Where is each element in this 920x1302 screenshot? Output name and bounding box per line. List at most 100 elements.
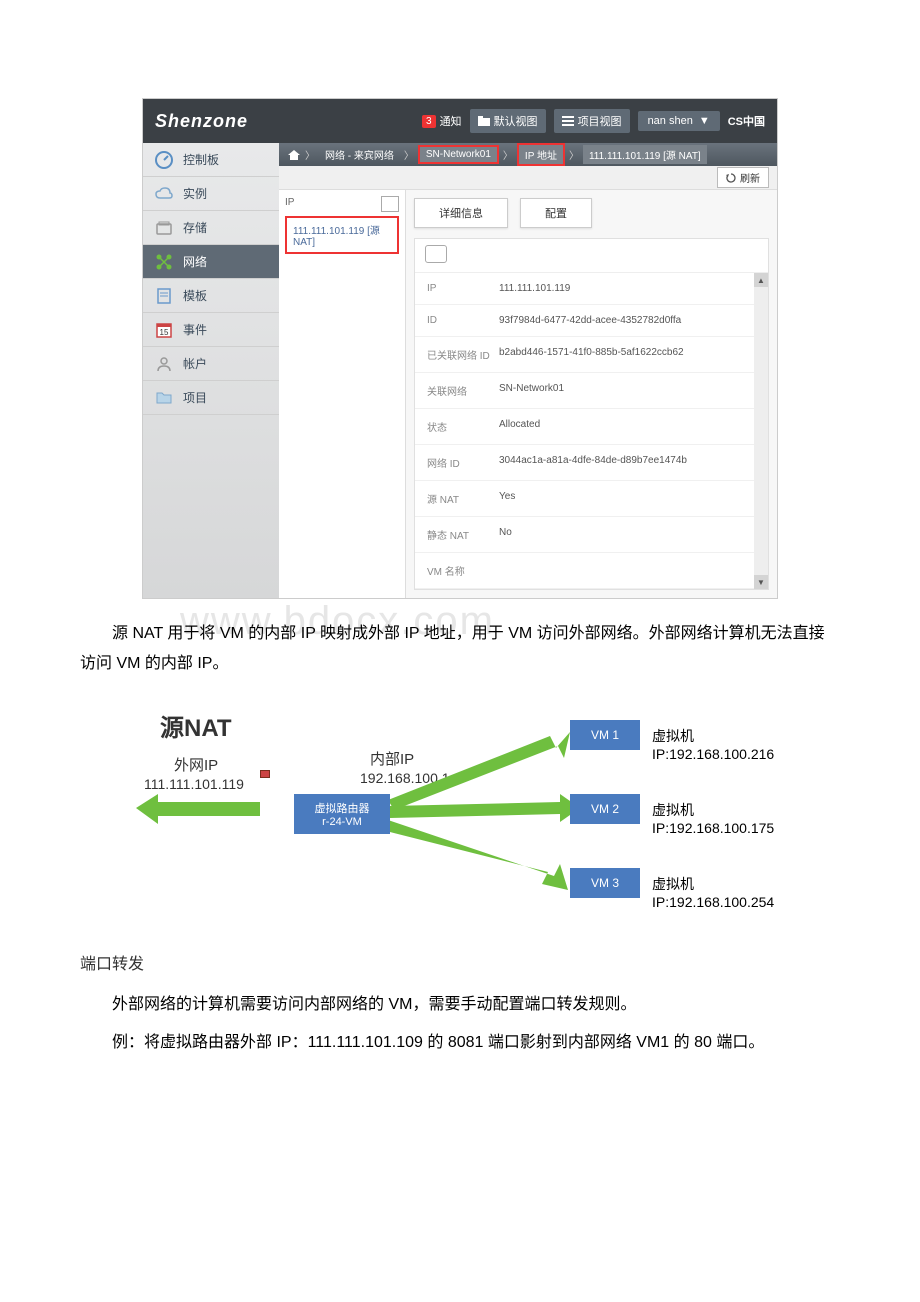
default-view-label: 默认视图 bbox=[494, 113, 538, 129]
detail-value: SN-Network01 bbox=[499, 383, 564, 398]
cloud-screenshot: Shenzone 3 通知 默认视图 项目视图 nan shen ▼ CS中国 … bbox=[142, 98, 778, 599]
sidebar-item-label: 网络 bbox=[183, 253, 207, 270]
router-label-2: r-24-VM bbox=[322, 816, 362, 828]
panel-toolbar bbox=[415, 239, 768, 273]
detail-key: 静态 NAT bbox=[427, 527, 499, 542]
detail-value: Allocated bbox=[499, 419, 540, 434]
project-view-button[interactable]: 项目视图 bbox=[554, 109, 630, 133]
crumb-sn-network[interactable]: SN-Network01 bbox=[418, 145, 499, 164]
detail-key: 已关联网络 ID bbox=[427, 347, 499, 362]
detail-value: No bbox=[499, 527, 512, 542]
detail-row: ID93f7984d-6477-42dd-acee-4352782d0ffa bbox=[415, 305, 768, 337]
firewall-icon bbox=[260, 770, 288, 816]
vm2-box: VM 2 bbox=[570, 794, 640, 824]
username: nan shen bbox=[648, 115, 693, 127]
scroll-down-icon[interactable]: ▼ bbox=[754, 575, 768, 589]
refresh-icon bbox=[726, 173, 736, 183]
sidebar: 控制板 实例 存储 网络 模板 15 事件 bbox=[143, 143, 279, 598]
sidebar-item-label: 存储 bbox=[183, 219, 207, 236]
logo: Shenzone bbox=[155, 111, 248, 132]
crumb-separator: 〉 bbox=[503, 147, 513, 162]
tabs: 详细信息 配置 bbox=[414, 198, 769, 228]
sidebar-item-accounts[interactable]: 帐户 bbox=[143, 347, 279, 381]
detail-row: 状态Allocated bbox=[415, 409, 768, 445]
detail-key: 状态 bbox=[427, 419, 499, 434]
sidebar-item-dashboard[interactable]: 控制板 bbox=[143, 143, 279, 177]
notification-label: 通知 bbox=[440, 113, 462, 129]
content-area: 〉 网络 - 来宾网络 〉 SN-Network01 〉 IP 地址 〉 111… bbox=[279, 143, 777, 598]
detail-key: VM 名称 bbox=[427, 563, 499, 578]
ip-list-item[interactable]: 111.111.101.119 [源NAT] bbox=[285, 216, 399, 254]
detail-value: 3044ac1a-a81a-4dfe-84de-d89b7ee1474b bbox=[499, 455, 687, 470]
detail-panel: IP111.111.101.119 ID93f7984d-6477-42dd-a… bbox=[414, 238, 769, 590]
crumb-separator: 〉 bbox=[305, 147, 315, 162]
tab-details[interactable]: 详细信息 bbox=[414, 198, 508, 228]
ip-column-header: IP bbox=[285, 197, 294, 208]
virtual-router: 虚拟路由器 r-24-VM bbox=[294, 794, 390, 834]
sidebar-item-network[interactable]: 网络 bbox=[143, 245, 279, 279]
grid-icon[interactable] bbox=[381, 196, 399, 212]
crumb-ip-address[interactable]: IP 地址 bbox=[517, 143, 565, 166]
detail-key: 关联网络 bbox=[427, 383, 499, 398]
detail-value: b2abd446-1571-41f0-885b-5af1622ccb62 bbox=[499, 347, 684, 362]
detail-row: 关联网络SN-Network01 bbox=[415, 373, 768, 409]
breadcrumb: 〉 网络 - 来宾网络 〉 SN-Network01 〉 IP 地址 〉 111… bbox=[279, 143, 777, 166]
vm3-label: 虚拟机 IP:192.168.100.254 bbox=[652, 874, 790, 910]
sidebar-item-label: 模板 bbox=[183, 287, 207, 304]
sidebar-item-events[interactable]: 15 事件 bbox=[143, 313, 279, 347]
template-icon bbox=[155, 287, 173, 305]
header-bar: Shenzone 3 通知 默认视图 项目视图 nan shen ▼ CS中国 bbox=[143, 99, 777, 143]
region-label: CS中国 bbox=[728, 113, 765, 129]
calendar-icon: 15 bbox=[155, 321, 173, 339]
detail-row: 已关联网络 IDb2abd446-1571-41f0-885b-5af1622c… bbox=[415, 337, 768, 373]
scroll-up-icon[interactable]: ▲ bbox=[754, 273, 768, 287]
panel-action-icon[interactable] bbox=[425, 245, 447, 263]
tab-config[interactable]: 配置 bbox=[520, 198, 592, 228]
refresh-button[interactable]: 刷新 bbox=[717, 167, 769, 188]
sidebar-item-instances[interactable]: 实例 bbox=[143, 177, 279, 211]
notification-button[interactable]: 3 通知 bbox=[422, 113, 462, 129]
sidebar-item-templates[interactable]: 模板 bbox=[143, 279, 279, 313]
detail-row: VM 名称 bbox=[415, 553, 768, 589]
sidebar-item-label: 帐户 bbox=[183, 355, 207, 372]
sidebar-item-label: 实例 bbox=[183, 185, 207, 202]
detail-row: 网络 ID3044ac1a-a81a-4dfe-84de-d89b7ee1474… bbox=[415, 445, 768, 481]
vm1-label: 虚拟机 IP:192.168.100.216 bbox=[652, 726, 790, 762]
detail-row: 源 NATYes bbox=[415, 481, 768, 517]
refresh-label: 刷新 bbox=[740, 170, 760, 185]
sidebar-item-storage[interactable]: 存储 bbox=[143, 211, 279, 245]
scrollbar[interactable]: ▲ ▼ bbox=[754, 273, 768, 589]
crumb-network[interactable]: 网络 - 来宾网络 bbox=[319, 145, 400, 164]
content-body: IP 111.111.101.119 [源NAT] 详细信息 配置 bbox=[279, 190, 777, 598]
user-icon bbox=[155, 355, 173, 373]
detail-key: ID bbox=[427, 315, 499, 326]
default-view-button[interactable]: 默认视图 bbox=[470, 109, 546, 133]
dashboard-icon bbox=[155, 151, 173, 169]
detail-key: 源 NAT bbox=[427, 491, 499, 506]
notification-badge: 3 bbox=[422, 115, 436, 128]
sidebar-item-label: 控制板 bbox=[183, 151, 219, 168]
network-icon bbox=[155, 253, 173, 271]
paragraph-portforward-1: 外部网络的计算机需要访问内部网络的 VM，需要手动配置端口转发规则。 bbox=[80, 990, 840, 1020]
crumb-ip-detail: 111.111.101.119 [源 NAT] bbox=[583, 145, 707, 164]
paragraph-portforward-2: 例：将虚拟路由器外部 IP：111.111.101.109 的 8081 端口影… bbox=[80, 1028, 840, 1058]
detail-row: IP111.111.101.119 bbox=[415, 273, 768, 305]
section-title-port-forward: 端口转发 bbox=[80, 950, 840, 974]
project-view-label: 项目视图 bbox=[578, 113, 622, 129]
user-dropdown[interactable]: nan shen ▼ bbox=[638, 111, 720, 131]
router-label-1: 虚拟路由器 bbox=[315, 800, 370, 816]
sidebar-item-label: 项目 bbox=[183, 389, 207, 406]
detail-column: 详细信息 配置 IP111.111.101.119 ID93f7984d-647… bbox=[406, 190, 777, 598]
paragraph-snat: 源 NAT 用于将 VM 的内部 IP 映射成外部 IP 地址，用于 VM 访问… bbox=[80, 619, 840, 680]
detail-rows: IP111.111.101.119 ID93f7984d-6477-42dd-a… bbox=[415, 273, 768, 589]
detail-value: 111.111.101.119 bbox=[499, 283, 570, 294]
detail-key: IP bbox=[427, 283, 499, 294]
folder-icon bbox=[478, 116, 490, 126]
list-icon bbox=[562, 116, 574, 126]
cloud-icon bbox=[155, 185, 173, 203]
folder-icon bbox=[155, 389, 173, 407]
sidebar-item-projects[interactable]: 项目 bbox=[143, 381, 279, 415]
crumb-separator: 〉 bbox=[404, 147, 414, 162]
home-icon[interactable] bbox=[287, 149, 301, 161]
toolbar-row: 刷新 bbox=[279, 166, 777, 190]
